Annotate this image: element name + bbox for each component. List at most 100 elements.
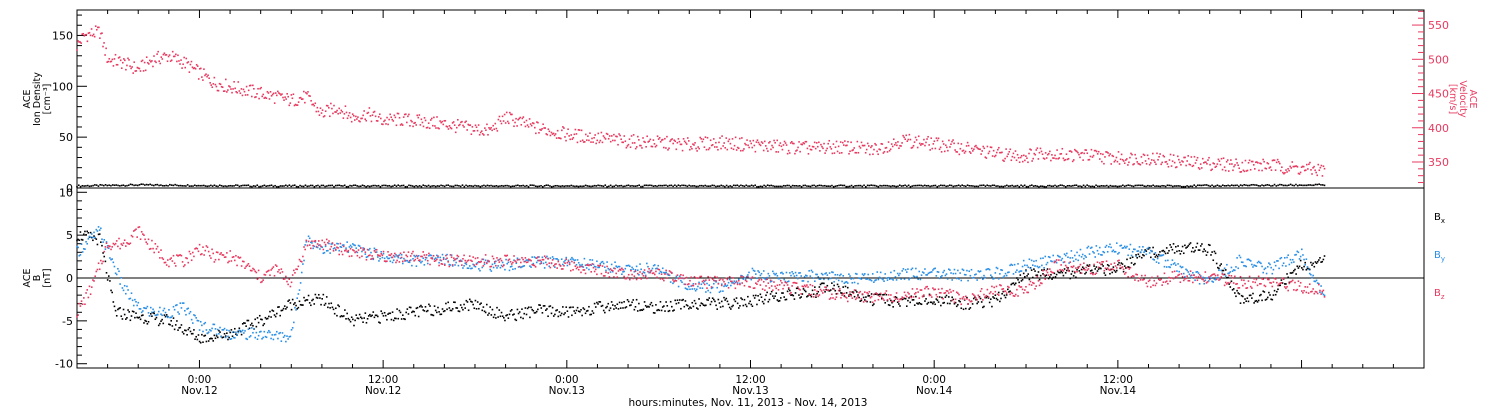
data-point	[777, 151, 780, 153]
data-point	[1150, 256, 1152, 259]
data-point	[363, 185, 366, 187]
data-point	[364, 251, 367, 253]
data-point	[908, 297, 910, 299]
data-point	[664, 272, 666, 274]
data-point	[666, 185, 669, 187]
data-point	[600, 261, 603, 264]
data-point	[1052, 185, 1055, 187]
data-point	[751, 276, 754, 278]
data-point	[1066, 158, 1069, 161]
data-point	[703, 146, 706, 148]
data-point	[568, 261, 571, 264]
data-point	[415, 254, 418, 257]
data-point	[132, 304, 135, 307]
data-point	[1198, 184, 1201, 187]
data-point	[1257, 184, 1260, 187]
data-point	[505, 258, 507, 261]
data-point	[732, 148, 735, 151]
data-point	[397, 112, 400, 115]
data-point	[922, 143, 924, 145]
data-point	[262, 279, 264, 281]
data-point	[182, 332, 185, 335]
data-point	[1189, 185, 1192, 187]
data-point	[443, 263, 446, 265]
data-point	[322, 248, 325, 251]
data-point	[719, 306, 722, 308]
data-point	[1316, 282, 1319, 284]
data-point	[675, 148, 678, 151]
data-point	[757, 141, 760, 144]
data-point	[495, 260, 497, 263]
data-point	[349, 247, 352, 250]
data-point	[1022, 272, 1025, 275]
data-point	[1142, 153, 1145, 156]
data-point	[579, 266, 581, 268]
data-point	[1047, 184, 1049, 187]
data-point	[972, 185, 974, 187]
data-point	[763, 184, 765, 187]
data-point	[386, 185, 389, 187]
data-point	[316, 106, 319, 109]
data-point	[924, 287, 926, 290]
data-point	[186, 333, 188, 336]
data-point	[876, 271, 879, 273]
data-point	[365, 185, 367, 188]
data-point	[598, 301, 600, 303]
data-point	[1193, 251, 1195, 253]
data-point	[513, 259, 515, 262]
data-point	[376, 120, 379, 122]
velocity-series	[76, 25, 1326, 177]
data-point	[638, 184, 640, 187]
data-point	[794, 271, 797, 274]
data-point	[1255, 161, 1257, 164]
data-point	[283, 278, 286, 280]
data-point	[832, 297, 834, 299]
data-point	[708, 284, 711, 286]
data-point	[629, 278, 631, 281]
data-point	[120, 243, 123, 245]
data-point	[240, 333, 243, 336]
data-point	[114, 272, 117, 275]
data-point	[1314, 261, 1317, 263]
data-point	[467, 123, 470, 126]
data-point	[717, 283, 720, 285]
data-point	[484, 254, 487, 256]
data-point	[767, 272, 770, 275]
data-point	[563, 264, 565, 267]
data-point	[1041, 269, 1043, 271]
data-point	[523, 312, 526, 315]
data-point	[1304, 169, 1307, 171]
data-point	[1091, 246, 1093, 249]
data-point	[1199, 245, 1202, 247]
data-point	[677, 285, 680, 288]
data-point	[321, 239, 323, 242]
data-point	[93, 280, 95, 282]
data-point	[1109, 272, 1111, 275]
data-point	[483, 184, 485, 187]
data-point	[860, 278, 863, 280]
data-point	[90, 185, 93, 187]
data-point	[797, 277, 799, 280]
data-point	[227, 185, 230, 187]
data-point	[1140, 256, 1143, 259]
data-point	[430, 254, 432, 257]
data-point	[257, 334, 260, 337]
data-point	[722, 145, 724, 147]
data-point	[811, 145, 814, 148]
data-point	[189, 330, 192, 333]
data-point	[239, 92, 242, 95]
data-point	[410, 119, 412, 122]
data-point	[336, 314, 338, 317]
data-point	[1012, 273, 1015, 275]
data-point	[852, 149, 854, 151]
data-point	[968, 270, 971, 273]
data-point	[381, 123, 383, 125]
data-point	[692, 143, 694, 145]
data-point	[1226, 263, 1228, 266]
data-point	[296, 297, 299, 299]
data-point	[189, 253, 192, 255]
data-point	[533, 256, 536, 258]
data-point	[1205, 161, 1207, 163]
data-point	[803, 284, 806, 287]
data-point	[1288, 169, 1290, 172]
